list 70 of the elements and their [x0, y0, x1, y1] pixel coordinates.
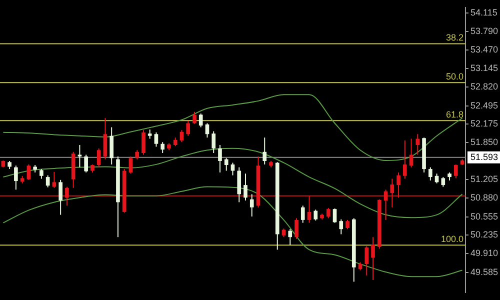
candlestick: [416, 134, 420, 156]
candlestick: [326, 207, 330, 219]
candlestick: [332, 208, 337, 224]
y-tick-label: 53.145: [470, 63, 498, 74]
candlestick: [58, 179, 62, 216]
y-tick-label: 52.175: [470, 118, 498, 129]
candlestick: [14, 165, 18, 190]
y-tick-label: 53.470: [470, 44, 498, 55]
candlestick: [65, 186, 69, 206]
candlestick: [346, 219, 350, 230]
candlestick: [288, 228, 292, 246]
annotation: 38.2: [446, 32, 464, 43]
candlestick: [198, 113, 203, 128]
candlestick: [128, 156, 133, 174]
candlestick: [244, 173, 248, 201]
candlestick: [390, 178, 394, 208]
candlestick: [441, 176, 446, 188]
candlestick: [84, 154, 88, 173]
candlestick: [148, 129, 152, 140]
candlestick: [180, 130, 184, 143]
annotation: 61.8: [446, 110, 464, 120]
candlestick: [46, 174, 50, 188]
y-tick-label: 49.910: [470, 248, 498, 258]
y-tick-label: 53.790: [470, 26, 498, 36]
candlestick: [142, 130, 146, 156]
candlestick: [339, 218, 344, 235]
candlestick: [212, 130, 216, 154]
candlestick: [364, 246, 369, 276]
candlestick: [250, 194, 254, 218]
candlestick: [40, 168, 44, 180]
candlestick: [52, 171, 56, 188]
y-tick-label: 52.495: [470, 100, 498, 110]
line-series: [2, 186, 463, 278]
candlestick: [307, 195, 312, 224]
y-tick-label: 51.205: [470, 174, 498, 184]
candlestick: [103, 118, 108, 160]
candlestick: [402, 140, 407, 180]
candlestick: [110, 126, 114, 165]
candlestick: [224, 158, 228, 172]
candlestick: [96, 148, 101, 168]
y-tick-label: 52.820: [470, 82, 498, 92]
y-tick-label: 50.555: [470, 211, 498, 222]
y-tick-label: 54.115: [470, 8, 498, 18]
candlestick: [314, 209, 318, 222]
y-tick-label: 50.235: [470, 230, 498, 240]
candlestick: [428, 166, 432, 181]
candlestick: [454, 164, 458, 179]
candlestick: [396, 172, 400, 198]
candlestick: [300, 205, 305, 224]
candlestick: [78, 144, 82, 168]
candlestick: [154, 132, 158, 148]
candlestick: [262, 137, 267, 165]
candlestick: [26, 164, 31, 180]
y-tick-label: 49.585: [470, 266, 498, 277]
candlestick: [218, 144, 222, 173]
annotation: 50.0: [446, 72, 464, 82]
candlestick: [237, 166, 242, 203]
candlestick: [384, 189, 388, 220]
annotation: 100.0: [440, 234, 464, 244]
candlestick: [192, 111, 196, 124]
y-tick-label: 51.850: [470, 137, 498, 148]
line-series: [2, 148, 463, 218]
candlestick: [135, 150, 140, 160]
candlestick: [160, 142, 165, 154]
candlestick: [371, 236, 375, 281]
ref-line-label: 51.593: [470, 152, 498, 162]
candlestick: [294, 218, 298, 240]
candlestick: [186, 120, 190, 136]
y-tick-label: 50.880: [470, 192, 498, 203]
candlestick: [409, 138, 414, 168]
